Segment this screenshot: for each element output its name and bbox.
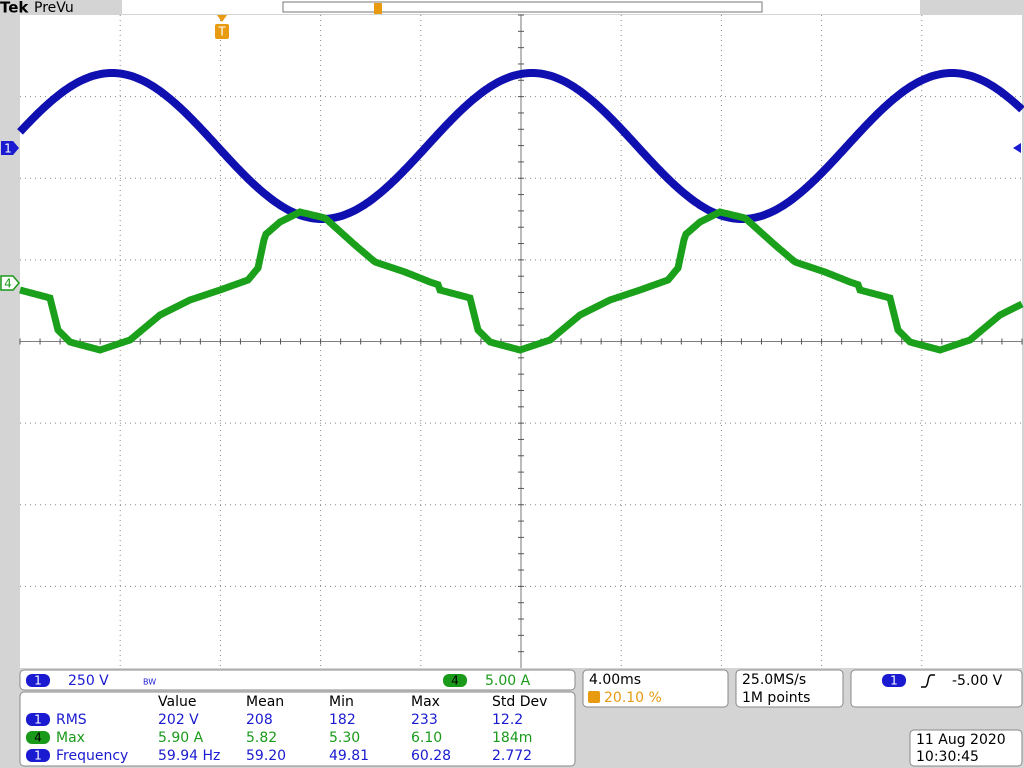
channel-label: 4 xyxy=(34,731,42,745)
time: 10:30:45 xyxy=(916,749,979,765)
trigger-pos-icon xyxy=(588,691,600,703)
column-header: Value xyxy=(158,694,196,710)
measurement-value: 59.20 xyxy=(246,748,286,764)
measurement-name: Frequency xyxy=(56,748,128,764)
grid xyxy=(19,14,1023,668)
record-trigger xyxy=(374,3,382,14)
record-length: 1M points xyxy=(742,690,810,706)
record-bar xyxy=(122,0,920,14)
measurement-value: 202 V xyxy=(158,712,199,728)
trigger-slope xyxy=(921,674,935,688)
brand: Tek xyxy=(0,0,29,17)
channel-label: 1 xyxy=(34,749,42,763)
ch1-badge-label: 1 xyxy=(34,674,42,688)
trigger-channel-badge xyxy=(882,674,906,687)
measurement-value: 208 xyxy=(246,712,273,728)
measurement-table xyxy=(19,691,576,767)
ch1-waveform xyxy=(17,69,1024,223)
channel-badge xyxy=(26,731,50,744)
ch1-scale: 250 V xyxy=(68,673,109,689)
column-header: Std Dev xyxy=(492,694,547,710)
ch4-scale: 5.00 A xyxy=(485,673,531,689)
measurement-value: 60.28 xyxy=(411,748,451,764)
ch4-badge-label: 4 xyxy=(451,674,459,688)
channel-badge xyxy=(26,713,50,726)
measurement-value: 233 xyxy=(411,712,438,728)
ch4-marker-label: 4 xyxy=(4,277,12,291)
acquisition-box xyxy=(735,669,844,708)
measurement-value: 59.94 Hz xyxy=(158,748,220,764)
sample-rate: 25.0MS/s xyxy=(742,672,806,688)
ch1-marker-label: 1 xyxy=(4,142,12,156)
ch1-badge xyxy=(26,674,50,687)
measurement-value: 5.30 xyxy=(329,730,360,746)
trigger-position: 20.10 % xyxy=(604,690,662,706)
bw-limit: BW xyxy=(143,678,156,687)
timebase-box xyxy=(582,669,729,708)
measurements: Value Mean Min Max Std Dev 1 RMS 202 V 208 182 233… xyxy=(26,694,547,764)
trigger-marker xyxy=(215,24,229,39)
trigger-arrow xyxy=(217,15,227,22)
ch4-marker xyxy=(0,275,20,291)
ch4-waveform xyxy=(19,208,1024,354)
measurement-value: 5.82 xyxy=(246,730,277,746)
timebase: 4.00ms xyxy=(589,672,641,688)
measurement-name: Max xyxy=(56,730,85,746)
measurement-value: 49.81 xyxy=(329,748,369,764)
channel-badge xyxy=(26,749,50,762)
column-header: Mean xyxy=(246,694,284,710)
ch1-marker xyxy=(1,141,19,155)
record-view xyxy=(282,1,763,13)
column-header: Min xyxy=(329,694,354,710)
trigger-label: T xyxy=(217,25,226,39)
ch4-badge xyxy=(443,674,467,687)
measurement-value: 184m xyxy=(492,730,532,746)
datetime-box xyxy=(909,729,1023,767)
measurement-name: RMS xyxy=(56,712,87,728)
channel-box xyxy=(19,669,576,691)
measurement-value: 2.772 xyxy=(492,748,532,764)
measurement-value: 182 xyxy=(329,712,356,728)
channel-label: 1 xyxy=(34,713,42,727)
mode: PreVu xyxy=(34,0,74,16)
measurement-value: 5.90 A xyxy=(158,730,204,746)
measurement-value: 6.10 xyxy=(411,730,442,746)
trigger-channel: 1 xyxy=(890,674,898,688)
trigger-level-arrow xyxy=(1013,143,1021,153)
date: 11 Aug 2020 xyxy=(916,732,1006,748)
column-header: Max xyxy=(411,694,440,710)
measurement-value: 12.2 xyxy=(492,712,523,728)
trigger-level: -5.00 V xyxy=(952,673,1003,689)
